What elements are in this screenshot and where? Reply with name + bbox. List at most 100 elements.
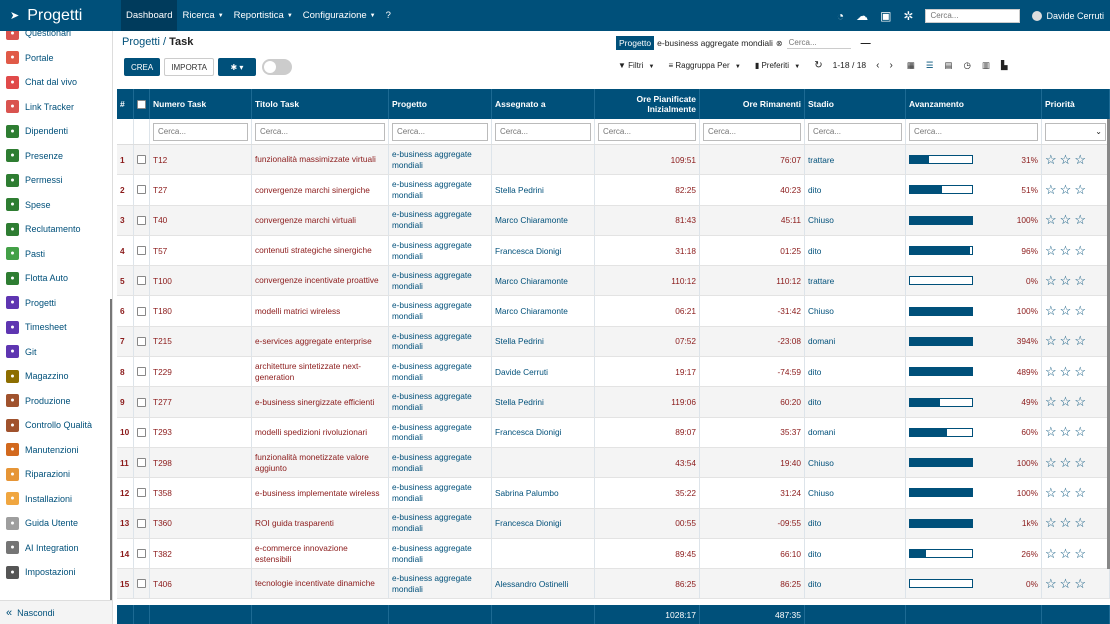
activity-view-icon[interactable]: ◷ (963, 60, 971, 70)
refresh-icon[interactable]: ↻ (814, 60, 823, 71)
star-outline-icon[interactable]: ☆ (1045, 272, 1057, 288)
spinner-icon[interactable]: ✲ (903, 8, 914, 23)
facet-remove-icon[interactable]: ⊗ (775, 38, 783, 48)
filters-dropdown[interactable]: ▼ Filtri ▼ (618, 61, 655, 70)
calendar-view-icon[interactable]: ▤ (944, 60, 953, 70)
sidebar-item-0[interactable]: ● Questionari (0, 31, 112, 46)
star-outline-icon[interactable]: ☆ (1074, 272, 1086, 288)
table-row[interactable]: 9 T277 e-business sinergizzate efficienti e… (117, 387, 1110, 418)
table-row[interactable]: 3 T40 convergenze marchi virtuali e-busines… (117, 205, 1110, 236)
graph-view-icon[interactable]: ▙ (1000, 60, 1008, 70)
next-page-icon[interactable]: › (889, 60, 893, 71)
sidebar-item-7[interactable]: ● Spese (0, 193, 112, 218)
star-outline-icon[interactable]: ☆ (1045, 151, 1057, 167)
chat-bubbles-icon[interactable]: ☁ (856, 8, 869, 23)
sidebar-item-14[interactable]: ● Magazzino (0, 364, 112, 389)
sidebar-item-15[interactable]: ● Produzione (0, 389, 112, 414)
row-checkbox[interactable] (137, 155, 146, 165)
column-filter-input[interactable] (392, 122, 488, 141)
sidebar-item-10[interactable]: ● Flotta Auto (0, 266, 112, 291)
star-outline-icon[interactable]: ☆ (1074, 424, 1086, 440)
sidebar-item-18[interactable]: ● Riparazioni (0, 462, 112, 487)
column-header-7[interactable]: Ore Rimanenti (700, 89, 805, 119)
star-outline-icon[interactable]: ☆ (1059, 575, 1072, 591)
table-scrollbar[interactable] (1107, 119, 1110, 569)
star-outline-icon[interactable]: ☆ (1074, 515, 1086, 531)
star-outline-icon[interactable]: ☆ (1045, 181, 1057, 197)
sidebar-item-22[interactable]: ● Impostazioni (0, 560, 112, 585)
group-by-dropdown[interactable]: ≡ Raggruppa Per ▼ (668, 61, 741, 70)
star-outline-icon[interactable]: ☆ (1059, 181, 1072, 197)
row-checkbox[interactable] (137, 427, 146, 437)
table-row[interactable]: 5 T100 convergenze incentivate proattive e-… (117, 266, 1110, 297)
star-outline-icon[interactable]: ☆ (1045, 242, 1057, 258)
app-brand[interactable]: ➤ Progetti (0, 0, 117, 31)
table-row[interactable]: 10 T293 modelli spedizioni rivoluzionari e-… (117, 417, 1110, 448)
table-row[interactable]: 1 T12 funzionalità massimizzate virtuali e-… (117, 145, 1110, 176)
row-checkbox[interactable] (137, 397, 146, 407)
star-outline-icon[interactable]: ☆ (1074, 303, 1086, 319)
sidebar-item-12[interactable]: ● Timesheet (0, 315, 112, 340)
column-header-5[interactable]: Assegnato a (492, 89, 595, 119)
star-outline-icon[interactable]: ☆ (1059, 454, 1072, 470)
row-checkbox[interactable] (137, 185, 146, 195)
star-outline-icon[interactable]: ☆ (1045, 333, 1057, 349)
priority-filter-select[interactable]: ⌄ (1045, 122, 1106, 141)
star-outline-icon[interactable]: ☆ (1059, 394, 1072, 410)
star-outline-icon[interactable]: ☆ (1059, 424, 1072, 440)
star-outline-icon[interactable]: ☆ (1045, 303, 1057, 319)
clock-icon[interactable]: ◔ (836, 8, 845, 23)
prev-page-icon[interactable]: ‹ (876, 60, 880, 71)
row-checkbox[interactable] (137, 518, 146, 528)
row-checkbox[interactable] (137, 579, 146, 589)
table-row[interactable]: 12 T358 e-business implementate wireless e-… (117, 478, 1110, 509)
column-filter-input[interactable] (808, 122, 902, 141)
sidebar-item-8[interactable]: ● Reclutamento (0, 217, 112, 242)
star-outline-icon[interactable]: ☆ (1074, 394, 1086, 410)
sidebar-scrollbar[interactable] (110, 299, 112, 619)
table-row[interactable]: 7 T215 e-services aggregate enterprise e-bu… (117, 326, 1110, 358)
star-outline-icon[interactable]: ☆ (1045, 515, 1057, 531)
star-outline-icon[interactable]: ☆ (1059, 515, 1072, 531)
topnav-item-1[interactable]: Ricerca ▼ (177, 0, 228, 31)
star-outline-icon[interactable]: ☆ (1074, 151, 1086, 167)
star-outline-icon[interactable]: ☆ (1045, 394, 1057, 410)
sidebar-item-9[interactable]: ● Pasti (0, 242, 112, 267)
sidebar-item-3[interactable]: ● Link Tracker (0, 95, 112, 120)
column-header-0[interactable]: # (117, 89, 134, 119)
sidebar-item-1[interactable]: ● Portale (0, 46, 112, 71)
sidebar-item-17[interactable]: ● Manutenzioni (0, 438, 112, 463)
sidebar-item-16[interactable]: ● Controllo Qualità (0, 413, 112, 438)
collapse-icon[interactable]: — (860, 37, 871, 49)
user-menu[interactable]: Davide Cerruti (1032, 10, 1104, 21)
star-outline-icon[interactable]: ☆ (1074, 545, 1086, 561)
topnav-item-4[interactable]: ? (381, 0, 396, 31)
column-filter-input[interactable] (909, 122, 1038, 141)
star-outline-icon[interactable]: ☆ (1074, 575, 1086, 591)
star-outline-icon[interactable]: ☆ (1074, 181, 1086, 197)
star-outline-icon[interactable]: ☆ (1074, 212, 1086, 228)
row-checkbox[interactable] (137, 549, 146, 558)
star-outline-icon[interactable]: ☆ (1045, 424, 1057, 440)
column-header-2[interactable]: Numero Task (150, 89, 252, 119)
table-row[interactable]: 15 T406 tecnologie incentivate dinamiche e-… (117, 569, 1110, 600)
row-checkbox[interactable] (137, 215, 146, 225)
sidebar-item-6[interactable]: ● Permessi (0, 168, 112, 193)
sidebar-item-13[interactable]: ● Git (0, 340, 112, 365)
column-filter-input[interactable] (703, 122, 801, 141)
column-header-6[interactable]: Ore Pianificate Inizialmente (595, 89, 700, 119)
row-checkbox[interactable] (137, 458, 146, 468)
row-checkbox[interactable] (137, 246, 146, 256)
star-outline-icon[interactable]: ☆ (1059, 303, 1072, 319)
topnav-item-2[interactable]: Reportistica ▼ (229, 0, 298, 31)
topnav-item-3[interactable]: Configurazione ▼ (298, 0, 381, 31)
sidebar-hide-button[interactable]: « Nascondi (0, 600, 112, 624)
import-button[interactable]: IMPORTA (164, 58, 214, 76)
column-header-8[interactable]: Stadio (805, 89, 906, 119)
star-outline-icon[interactable]: ☆ (1045, 454, 1057, 470)
table-row[interactable]: 11 T298 funzionalità monetizzate valore ag… (117, 447, 1110, 479)
table-row[interactable]: 6 T180 modelli matrici wireless e-business … (117, 296, 1110, 327)
row-checkbox[interactable] (137, 276, 146, 286)
favorites-dropdown[interactable]: ▮ Preferiti ▼ (754, 61, 801, 70)
star-outline-icon[interactable]: ☆ (1059, 151, 1072, 167)
